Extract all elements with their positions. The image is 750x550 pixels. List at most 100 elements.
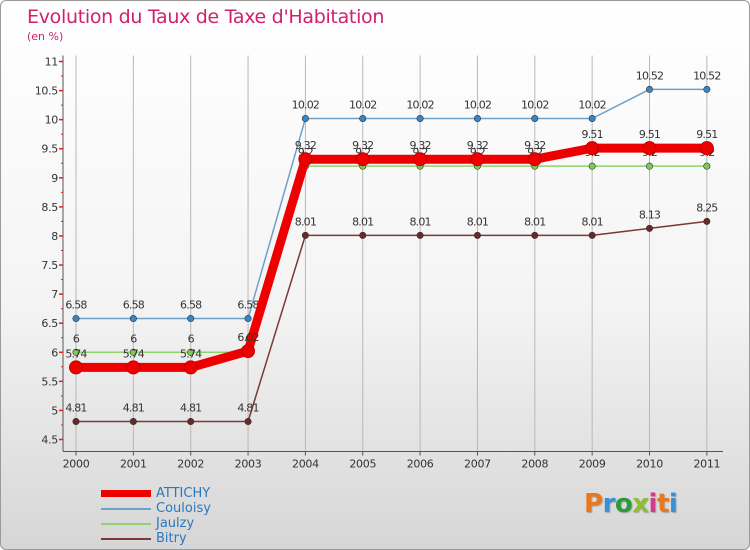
point-attichy-2003 <box>241 344 256 359</box>
legend-label: ATTICHY <box>156 486 211 501</box>
data-label-bitry-2006: 8.01 <box>409 215 430 228</box>
data-label-attichy-2004: 9.32 <box>295 139 316 152</box>
data-label-jaulzy-2000: 6 <box>73 332 80 345</box>
point-bitry-2007 <box>473 231 481 239</box>
x-tick-label-2006: 2006 <box>407 458 434 471</box>
point-attichy-2000 <box>69 360 83 375</box>
logo-letter: x <box>632 489 649 519</box>
legend-swatch-jaulzy <box>101 523 151 525</box>
x-tick-label-2007: 2007 <box>464 458 491 471</box>
point-couloisy-2001 <box>129 315 137 323</box>
point-bitry-2008 <box>531 231 539 239</box>
data-label-attichy-2007: 9.32 <box>467 139 488 152</box>
data-label-bitry-2004: 8.01 <box>295 215 316 228</box>
data-label-bitry-2011: 8.25 <box>696 201 718 214</box>
data-label-couloisy-2007: 10.02 <box>464 98 492 111</box>
y-tick-label: 5.5 <box>41 375 58 388</box>
point-couloisy-2002 <box>187 315 195 323</box>
y-tick-label: 6.5 <box>41 317 58 330</box>
chart-subtitle: (en %) <box>27 30 64 43</box>
x-tick-label-2004: 2004 <box>292 458 319 471</box>
data-label-attichy-2001: 5.74 <box>123 347 145 360</box>
data-label-bitry-2000: 4.81 <box>65 401 86 414</box>
point-attichy-2005 <box>355 152 370 167</box>
point-couloisy-2011 <box>703 85 711 93</box>
point-couloisy-2009 <box>588 114 596 122</box>
logo-letter: P <box>584 489 603 519</box>
y-tick-label: 8.5 <box>41 201 58 214</box>
point-bitry-2011 <box>703 217 711 225</box>
x-tick-label-2005: 2005 <box>349 458 376 471</box>
data-label-couloisy-2011: 10.52 <box>693 69 721 82</box>
data-label-couloisy-2005: 10.02 <box>349 98 377 111</box>
point-bitry-2002 <box>187 417 195 425</box>
data-label-attichy-2002: 5.74 <box>180 347 202 360</box>
data-label-attichy-2003: 6.02 <box>237 331 258 344</box>
x-tick-label-2003: 2003 <box>235 458 262 471</box>
y-tick-label: 11 <box>45 56 58 69</box>
point-jaulzy-2009 <box>588 162 596 170</box>
legend-label: Bitry <box>156 531 187 546</box>
legend-swatch-bitry <box>101 538 151 540</box>
data-label-jaulzy-2001: 6 <box>130 332 137 345</box>
point-attichy-2009 <box>585 141 600 156</box>
point-bitry-2006 <box>416 231 424 239</box>
legend-label: Jaulzy <box>156 516 195 531</box>
point-bitry-2005 <box>359 231 367 239</box>
data-label-attichy-2011: 9.51 <box>696 128 717 141</box>
point-attichy-2007 <box>470 152 485 167</box>
proxiti-logo: Proxiti <box>584 489 678 519</box>
y-tick-label: 5 <box>51 404 58 417</box>
data-label-bitry-2010: 8.13 <box>639 208 661 221</box>
data-label-attichy-2005: 9.32 <box>352 139 373 152</box>
point-bitry-2003 <box>244 417 252 425</box>
data-label-bitry-2009: 8.01 <box>582 215 603 228</box>
logo-letter: r <box>602 489 616 519</box>
data-label-couloisy-2004: 10.02 <box>292 98 320 111</box>
logo-letter: i <box>648 489 658 519</box>
point-attichy-2006 <box>413 152 428 167</box>
x-tick-label-2000: 2000 <box>63 458 90 471</box>
data-label-attichy-2009: 9.51 <box>582 128 603 141</box>
data-label-bitry-2002: 4.81 <box>180 401 201 414</box>
point-bitry-2000 <box>72 417 80 425</box>
point-bitry-2009 <box>588 231 596 239</box>
point-couloisy-2004 <box>301 114 309 122</box>
point-couloisy-2005 <box>359 114 367 122</box>
y-tick-label: 7.5 <box>41 259 58 272</box>
series-line-couloisy <box>75 88 708 320</box>
y-tick-label: 7 <box>51 288 58 301</box>
x-tick-label-2010: 2010 <box>636 458 663 471</box>
point-couloisy-2006 <box>416 114 424 122</box>
point-jaulzy-2010 <box>645 162 653 170</box>
series-line-attichy <box>71 143 712 372</box>
data-label-couloisy-2008: 10.02 <box>521 98 549 111</box>
logo-letter: i <box>668 489 678 519</box>
data-label-couloisy-2010: 10.52 <box>636 69 664 82</box>
y-tick-label: 10.5 <box>35 85 59 98</box>
data-label-jaulzy-2002: 6 <box>188 332 195 345</box>
series-line-jaulzy <box>75 165 708 354</box>
x-tick-label-2002: 2002 <box>177 458 204 471</box>
x-tick-label-2009: 2009 <box>579 458 606 471</box>
point-attichy-2002 <box>183 360 198 375</box>
data-label-bitry-2005: 8.01 <box>352 215 373 228</box>
series-line-bitry <box>75 220 708 423</box>
point-couloisy-2008 <box>531 114 539 122</box>
point-couloisy-2000 <box>72 315 80 323</box>
point-couloisy-2007 <box>473 114 481 122</box>
legend-label: Couloisy <box>156 501 211 516</box>
point-bitry-2001 <box>129 417 137 425</box>
data-label-bitry-2003: 4.81 <box>237 401 258 414</box>
point-attichy-2004 <box>298 152 313 167</box>
data-label-attichy-2008: 9.32 <box>524 139 545 152</box>
point-jaulzy-2001 <box>129 348 137 356</box>
y-tick-label: 8 <box>51 230 58 243</box>
point-bitry-2004 <box>301 231 309 239</box>
y-tick-label: 10 <box>45 114 59 127</box>
point-jaulzy-2011 <box>703 162 711 170</box>
point-attichy-2008 <box>527 152 542 167</box>
y-tick-label: 9.5 <box>41 143 58 156</box>
point-attichy-2010 <box>642 141 657 156</box>
point-attichy-2001 <box>126 360 141 375</box>
